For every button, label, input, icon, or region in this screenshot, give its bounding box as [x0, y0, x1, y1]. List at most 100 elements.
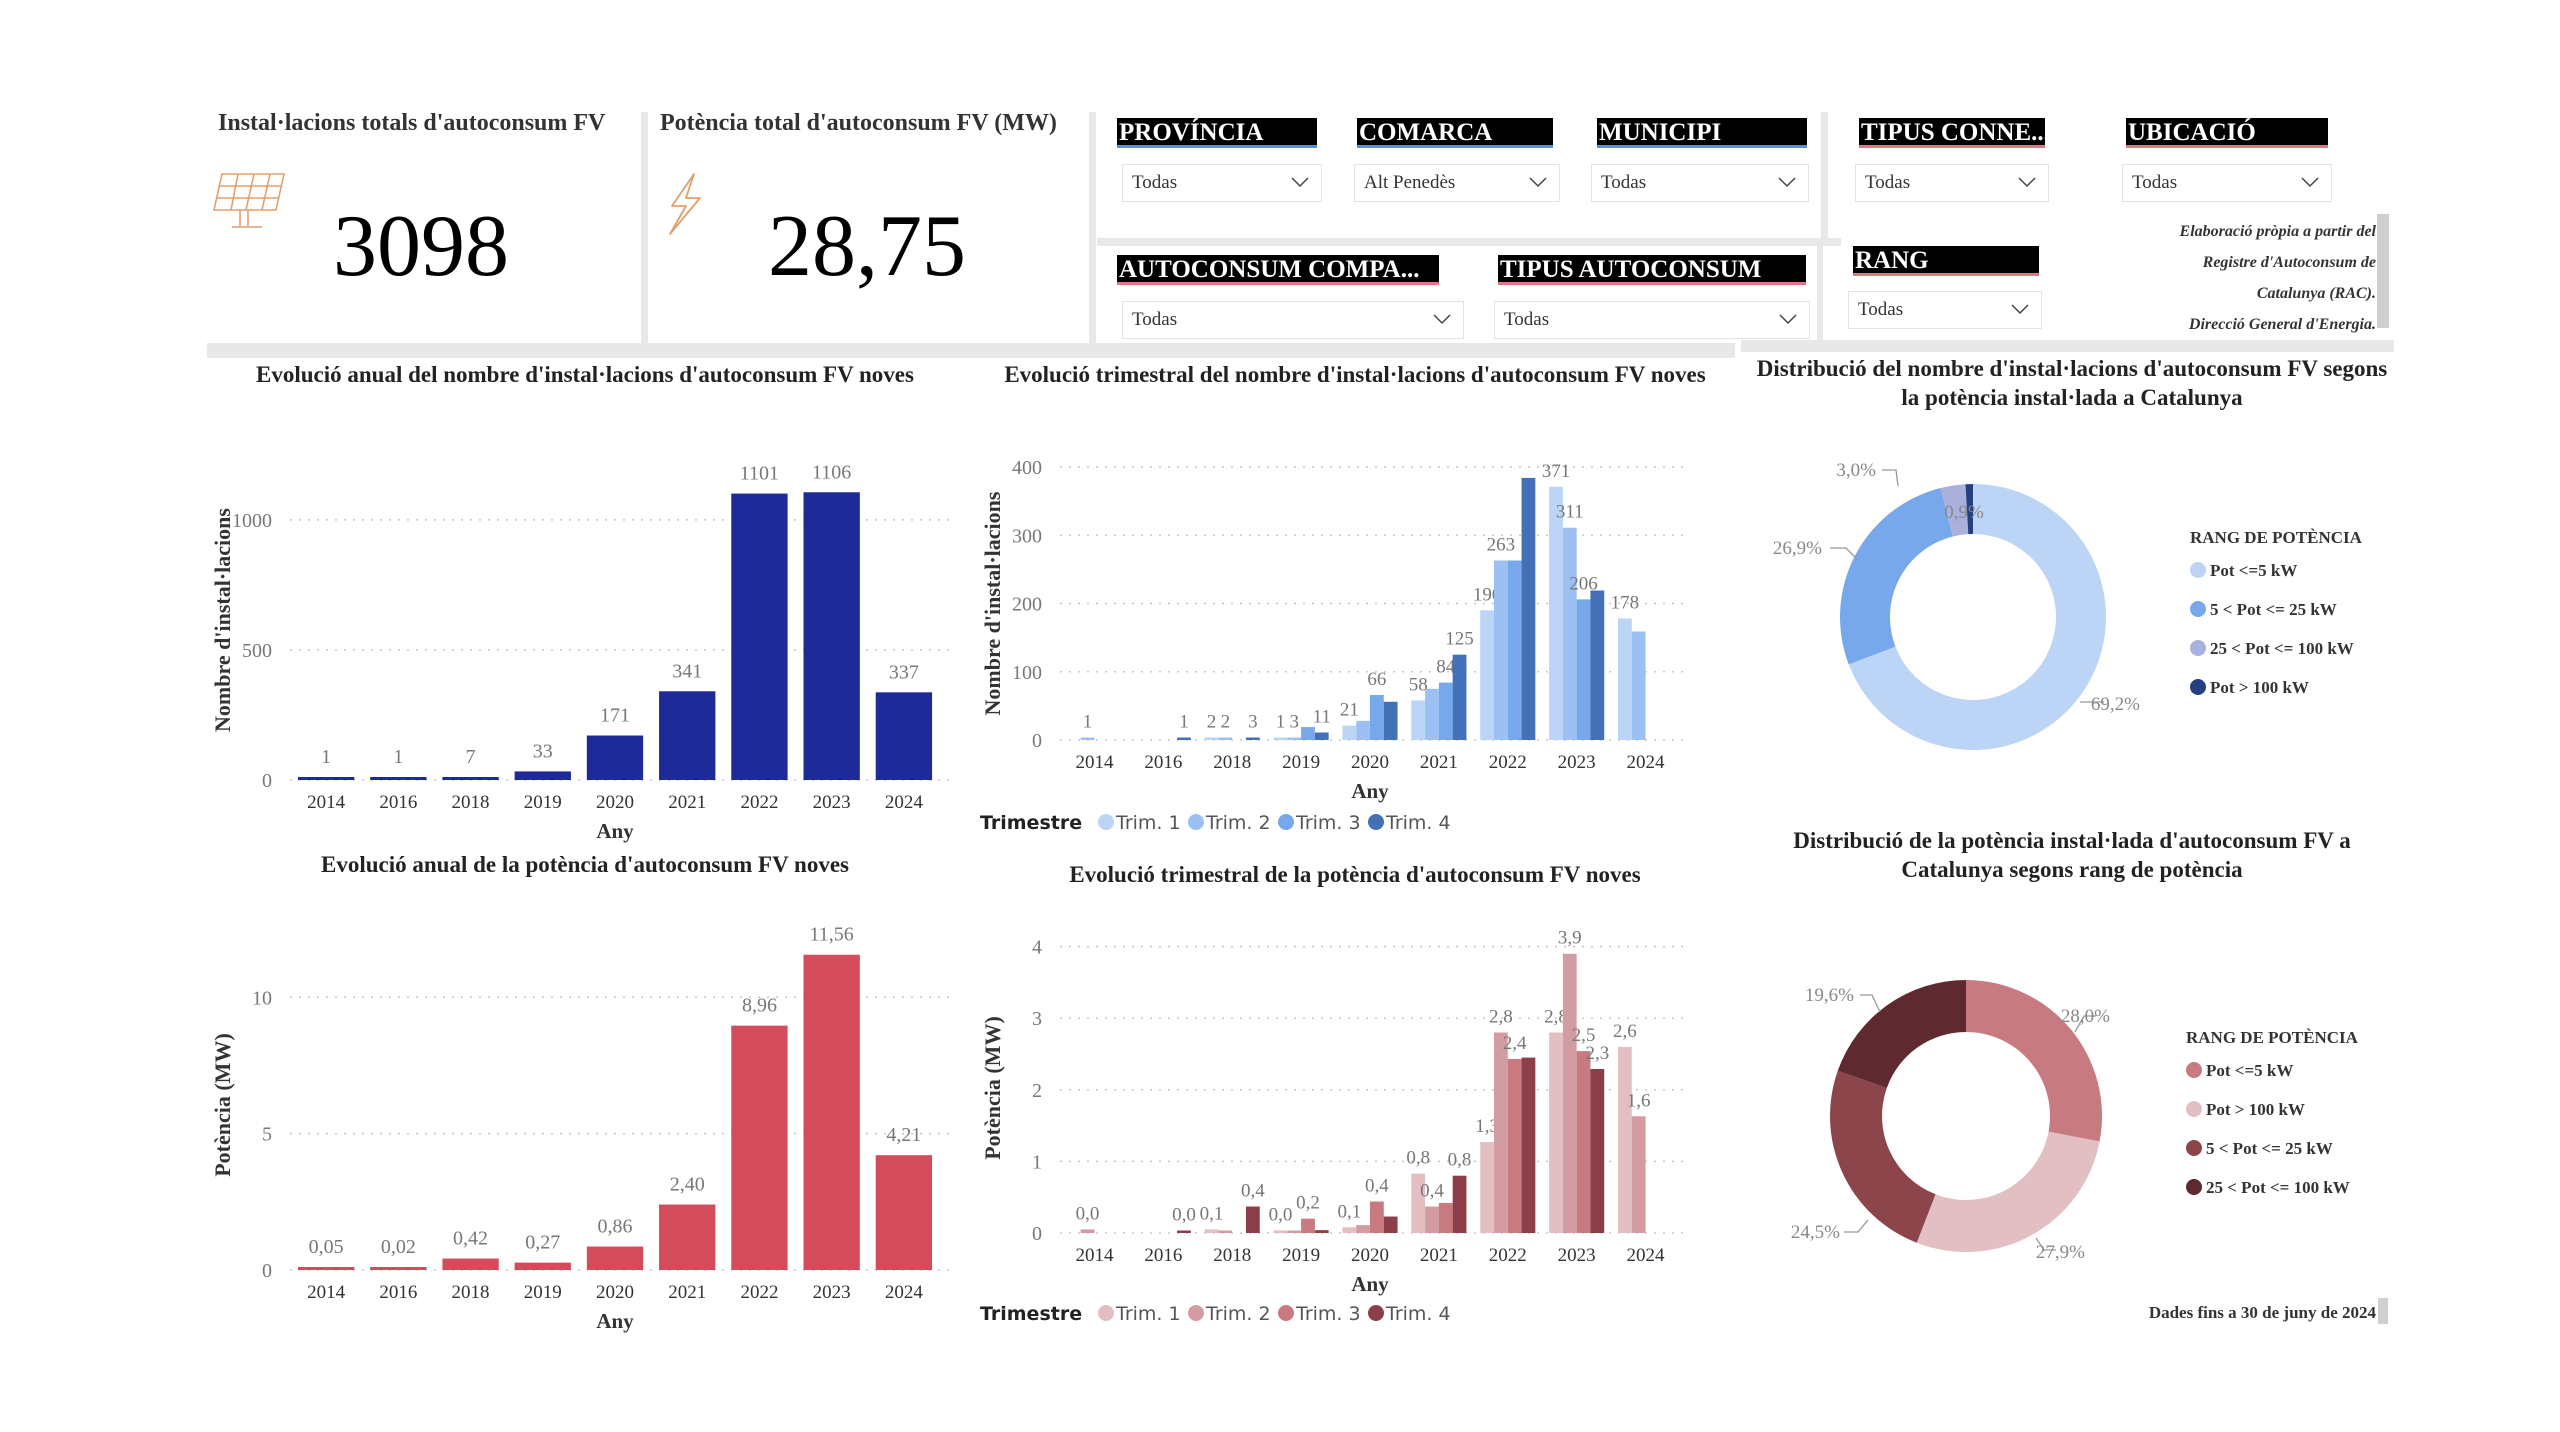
- bar: [1425, 1206, 1439, 1233]
- leader-line: [1844, 1219, 1869, 1233]
- legend-marker: [2186, 1062, 2202, 1078]
- slicer-dropdown[interactable]: Todas: [1494, 301, 1810, 339]
- legend-label: Trim. 1: [1115, 812, 1181, 834]
- x-tick-label: 2020: [596, 792, 634, 813]
- leader-line: [1882, 469, 1899, 487]
- x-tick-label: 2016: [379, 1282, 417, 1303]
- slice-label: 27,9%: [2036, 1242, 2085, 1263]
- bar: [1370, 1201, 1384, 1233]
- legend-marker: [2190, 679, 2206, 695]
- chart-donut-count: 69,2% 26,9% 3,0% 0,9% RANG DE POTÈNCIA Pot <=…: [1773, 460, 2363, 750]
- bar: [1301, 727, 1315, 740]
- data-label: 1,6: [1627, 1090, 1651, 1111]
- bar: [1287, 737, 1302, 740]
- kpi-value-power: 28,75: [768, 198, 966, 295]
- scrollbar[interactable]: [2377, 214, 2389, 328]
- slicer-dropdown[interactable]: Todas: [1122, 164, 1322, 202]
- data-label: 2,8: [1489, 1007, 1513, 1028]
- data-label: 0,8: [1406, 1148, 1430, 1169]
- slice-label: 19,6%: [1805, 985, 1854, 1006]
- bar: [1204, 1229, 1219, 1233]
- source-note-line: Catalunya (RAC).: [2256, 285, 2376, 302]
- y-tick-label: 1: [1032, 1151, 1042, 1173]
- data-label: 58: [1409, 674, 1428, 695]
- bar: [1080, 737, 1095, 740]
- data-label: 2,4: [1503, 1033, 1527, 1054]
- bar: [442, 777, 499, 780]
- x-tick-label: 2019: [524, 792, 562, 813]
- kpi-title: Instal·lacions totals d'autoconsum FV: [218, 110, 606, 136]
- legend-marker: [1188, 1305, 1204, 1321]
- separator: [1089, 112, 1096, 346]
- chevron-down-icon: [1778, 177, 1796, 188]
- y-tick-label: 1000: [232, 510, 272, 532]
- bar: [586, 735, 644, 780]
- bar: [1631, 631, 1646, 740]
- bar: [1177, 737, 1191, 740]
- legend-marker: [1098, 814, 1114, 830]
- x-axis-label: Any: [1351, 1272, 1389, 1296]
- bar: [297, 777, 355, 780]
- kpi-value-installations: 3098: [333, 198, 509, 295]
- bar: [1576, 1051, 1591, 1233]
- bar: [875, 1155, 933, 1270]
- y-tick-label: 200: [1012, 594, 1042, 616]
- legend-marker: [2190, 562, 2206, 578]
- y-axis-label: Potència (MW): [980, 1016, 1005, 1160]
- chevron-down-icon: [2301, 177, 2319, 188]
- data-label: 3: [1289, 712, 1299, 733]
- data-label: 66: [1367, 669, 1386, 690]
- slicer-dropdown[interactable]: Todas: [1848, 291, 2042, 329]
- bar: [1562, 953, 1577, 1233]
- slicer-label: TIPUS AUTOCONSUM: [1498, 255, 1806, 285]
- x-tick-label: 2022: [740, 1282, 778, 1303]
- bar: [1080, 1229, 1095, 1233]
- bar: [442, 1258, 499, 1270]
- separator: [1097, 238, 1841, 246]
- x-tick-label: 2021: [1420, 752, 1458, 773]
- separator: [1741, 340, 2394, 352]
- x-tick-label: 2019: [1282, 752, 1320, 773]
- y-axis-label: Nombre d'instal·lacions: [980, 491, 1005, 715]
- separator: [1817, 246, 1823, 344]
- data-label: 4,21: [886, 1124, 921, 1146]
- x-tick-label: 2021: [668, 792, 706, 813]
- legend-marker: [2190, 601, 2206, 617]
- x-tick-label: 2021: [668, 1282, 706, 1303]
- legend-marker: [2190, 640, 2206, 656]
- chart-title-quarter-power: Evolució trimestral de la potència d'aut…: [1069, 862, 1641, 887]
- slice-label: 24,5%: [1791, 1222, 1840, 1243]
- slicer-dropdown[interactable]: Todas: [1122, 301, 1464, 339]
- y-tick-label: 5: [262, 1124, 272, 1146]
- x-tick-label: 2022: [1489, 1245, 1527, 1266]
- data-label: 0,05: [309, 1236, 344, 1258]
- bar: [1273, 737, 1288, 740]
- y-tick-label: 0: [262, 1260, 272, 1282]
- chart-annual-power: 0 5 10 Potència (MW) Any 2014 0,05 2016 0,02 2018…: [210, 924, 950, 1333]
- x-tick-label: 2014: [1075, 752, 1114, 773]
- x-tick-label: 2018: [1213, 752, 1251, 773]
- scrollbar[interactable]: [2378, 1298, 2388, 1324]
- slicer-dropdown[interactable]: Todas: [2122, 164, 2332, 202]
- data-label: 11: [1313, 706, 1331, 727]
- data-label: 206: [1569, 573, 1598, 594]
- data-label: 2,8: [1544, 1007, 1568, 1028]
- y-tick-label: 0: [1032, 1223, 1042, 1245]
- legend-marker: [1188, 814, 1204, 830]
- data-label: 2,5: [1572, 1025, 1596, 1046]
- donut-slice: [1830, 1070, 1936, 1243]
- y-tick-label: 400: [1012, 457, 1042, 479]
- chart-quarter-power: 0 1 2 3 4 Potència (MW) Any 2014 0,0 2016 0,0 2018 0…: [980, 928, 1690, 1325]
- x-tick-label: 2014: [307, 1282, 346, 1303]
- slicer-dropdown[interactable]: Todas: [1855, 164, 2049, 202]
- leader-line: [2074, 1015, 2096, 1033]
- x-axis-label: Any: [596, 1309, 634, 1333]
- bar: [1452, 1175, 1467, 1233]
- bar: [1480, 610, 1494, 740]
- bar: [297, 1267, 355, 1270]
- data-label: 0,4: [1365, 1175, 1389, 1196]
- data-label: 0,0: [1076, 1203, 1100, 1224]
- slicer-dropdown[interactable]: Todas: [1591, 164, 1809, 202]
- slicer-dropdown[interactable]: Alt Penedès: [1354, 164, 1560, 202]
